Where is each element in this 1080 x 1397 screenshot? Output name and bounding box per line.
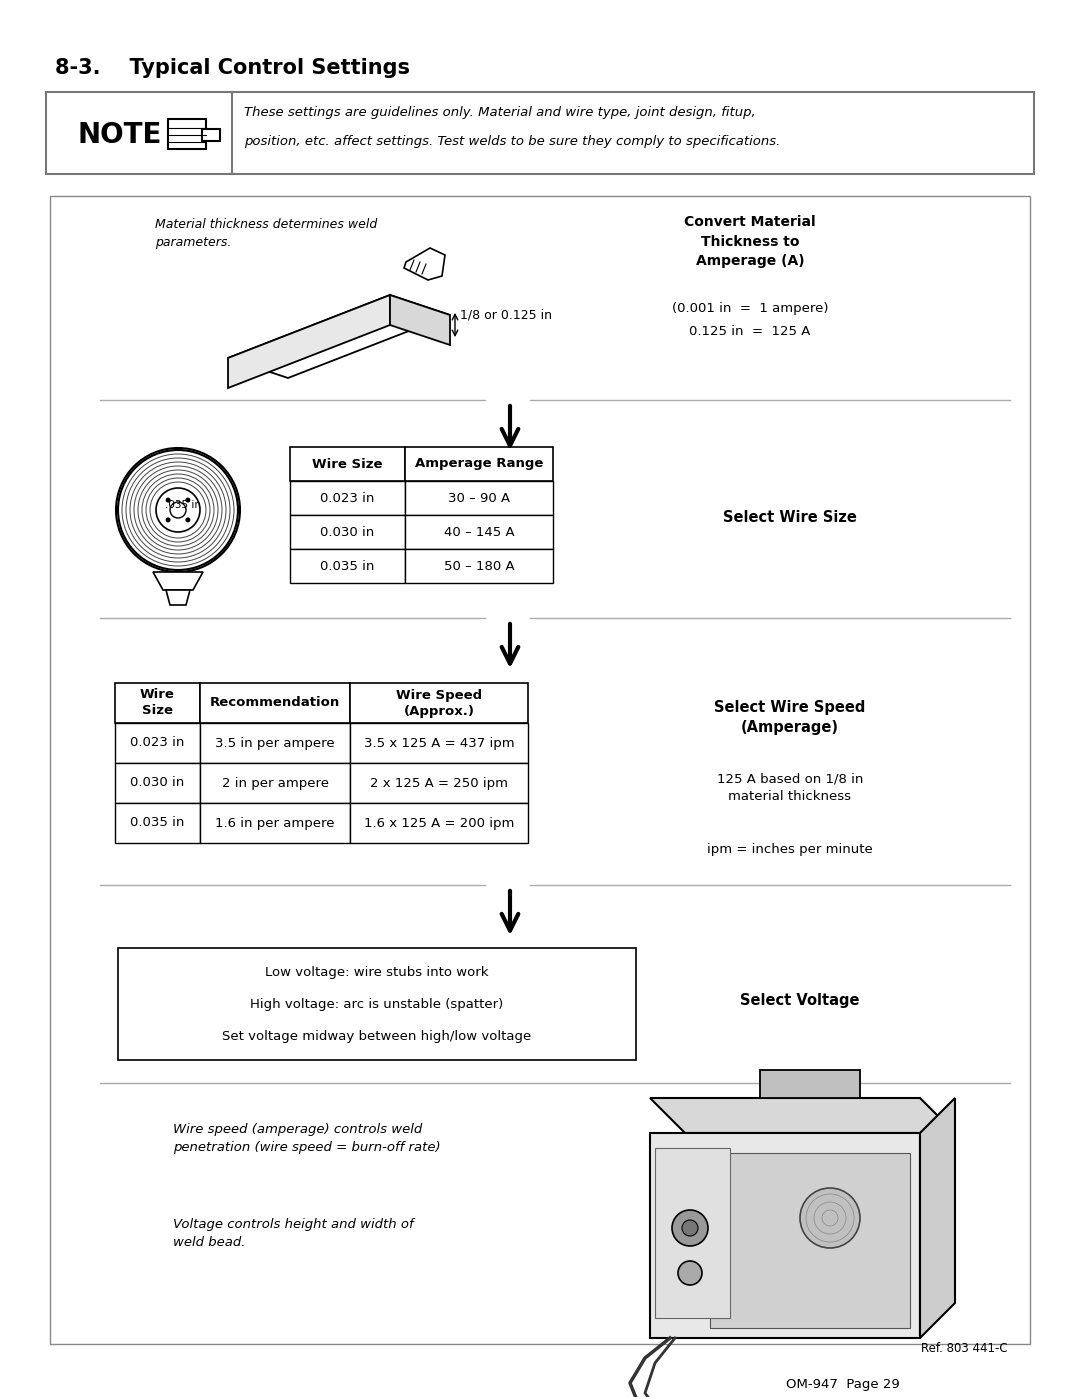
- Text: 50 – 180 A: 50 – 180 A: [444, 560, 514, 573]
- Text: Select Wire Size: Select Wire Size: [724, 510, 856, 525]
- Polygon shape: [228, 295, 390, 388]
- Text: NOTE: NOTE: [77, 122, 161, 149]
- Bar: [350, 683, 528, 724]
- Text: 1.6 in per ampere: 1.6 in per ampere: [215, 816, 335, 830]
- Text: 30 – 90 A: 30 – 90 A: [448, 492, 510, 504]
- Circle shape: [156, 488, 200, 532]
- Circle shape: [672, 1210, 708, 1246]
- Text: 3.5 x 125 A = 437 ipm: 3.5 x 125 A = 437 ipm: [364, 736, 514, 750]
- Text: 1/8 or 0.125 in: 1/8 or 0.125 in: [460, 307, 552, 321]
- Text: 0.030 in: 0.030 in: [321, 525, 375, 538]
- Circle shape: [186, 497, 190, 503]
- Bar: [291, 481, 405, 515]
- Text: ipm = inches per minute: ipm = inches per minute: [707, 842, 873, 856]
- Polygon shape: [920, 1098, 955, 1338]
- Text: 2 in per ampere: 2 in per ampere: [221, 777, 328, 789]
- Text: Select Wire Speed
(Amperage): Select Wire Speed (Amperage): [714, 700, 866, 735]
- Text: 125 A based on 1/8 in
material thickness: 125 A based on 1/8 in material thickness: [717, 773, 863, 803]
- Bar: [114, 724, 200, 763]
- Text: Low voltage: wire stubs into work: Low voltage: wire stubs into work: [266, 965, 489, 979]
- Bar: [350, 803, 528, 842]
- Bar: [200, 724, 350, 763]
- Bar: [202, 129, 220, 141]
- Polygon shape: [760, 1070, 860, 1098]
- Circle shape: [118, 450, 238, 570]
- Text: Recommendation: Recommendation: [210, 697, 340, 710]
- Text: (0.001 in  =  1 ampere): (0.001 in = 1 ampere): [672, 302, 828, 314]
- Bar: [118, 949, 636, 1060]
- Bar: [200, 763, 350, 803]
- Text: 0.035 in: 0.035 in: [131, 816, 185, 830]
- Text: 8-3.    Typical Control Settings: 8-3. Typical Control Settings: [55, 59, 410, 78]
- Circle shape: [170, 502, 186, 518]
- Bar: [405, 515, 553, 549]
- Circle shape: [681, 1220, 698, 1236]
- Bar: [200, 683, 350, 724]
- Text: position, etc. affect settings. Test welds to be sure they comply to specificati: position, etc. affect settings. Test wel…: [244, 136, 781, 148]
- Polygon shape: [654, 1148, 730, 1317]
- Text: 2 x 125 A = 250 ipm: 2 x 125 A = 250 ipm: [370, 777, 508, 789]
- Bar: [46, 92, 1034, 175]
- Bar: [405, 481, 553, 515]
- Text: 0.035 in: 0.035 in: [321, 560, 375, 573]
- Text: 1.6 x 125 A = 200 ipm: 1.6 x 125 A = 200 ipm: [364, 816, 514, 830]
- Text: OM-947  Page 29: OM-947 Page 29: [786, 1377, 900, 1391]
- Circle shape: [165, 497, 171, 503]
- Polygon shape: [228, 295, 450, 379]
- Text: Set voltage midway between high/low voltage: Set voltage midway between high/low volt…: [222, 1030, 531, 1044]
- Polygon shape: [404, 249, 445, 279]
- Polygon shape: [650, 1098, 955, 1133]
- Polygon shape: [650, 1133, 920, 1338]
- Text: High voltage: arc is unstable (spatter): High voltage: arc is unstable (spatter): [251, 997, 503, 1011]
- Text: .035 in: .035 in: [165, 500, 201, 510]
- Bar: [291, 447, 405, 481]
- Circle shape: [165, 517, 171, 522]
- Text: These settings are guidelines only. Material and wire type, joint design, fitup,: These settings are guidelines only. Mate…: [244, 106, 756, 119]
- Polygon shape: [153, 571, 203, 590]
- Text: 0.030 in: 0.030 in: [131, 777, 185, 789]
- Text: Wire Speed
(Approx.): Wire Speed (Approx.): [396, 689, 482, 718]
- Bar: [200, 803, 350, 842]
- Text: Wire
Size: Wire Size: [140, 689, 175, 718]
- Text: 0.023 in: 0.023 in: [131, 736, 185, 750]
- Bar: [50, 196, 1030, 1344]
- Text: 0.125 in  =  125 A: 0.125 in = 125 A: [689, 326, 811, 338]
- Text: Wire Size: Wire Size: [312, 457, 382, 471]
- Text: 40 – 145 A: 40 – 145 A: [444, 525, 514, 538]
- Text: Material thickness determines weld
parameters.: Material thickness determines weld param…: [156, 218, 377, 249]
- Circle shape: [186, 517, 190, 522]
- Bar: [405, 549, 553, 583]
- Text: Ref. 803 441-C: Ref. 803 441-C: [921, 1343, 1008, 1355]
- Circle shape: [678, 1261, 702, 1285]
- Text: 3.5 in per ampere: 3.5 in per ampere: [215, 736, 335, 750]
- Text: Convert Material
Thickness to
Amperage (A): Convert Material Thickness to Amperage (…: [685, 215, 815, 268]
- Polygon shape: [710, 1153, 910, 1329]
- Bar: [350, 724, 528, 763]
- Bar: [114, 763, 200, 803]
- Text: Select Voltage: Select Voltage: [740, 993, 860, 1009]
- Bar: [114, 683, 200, 724]
- Bar: [114, 803, 200, 842]
- Text: 0.023 in: 0.023 in: [321, 492, 375, 504]
- Bar: [168, 119, 206, 149]
- Polygon shape: [166, 590, 190, 605]
- Bar: [291, 549, 405, 583]
- Bar: [350, 763, 528, 803]
- Text: Wire speed (amperage) controls weld
penetration (wire speed = burn-off rate): Wire speed (amperage) controls weld pene…: [173, 1123, 441, 1154]
- Bar: [291, 515, 405, 549]
- Bar: [405, 447, 553, 481]
- Polygon shape: [390, 295, 450, 345]
- Text: Voltage controls height and width of
weld bead.: Voltage controls height and width of wel…: [173, 1218, 414, 1249]
- Text: Amperage Range: Amperage Range: [415, 457, 543, 471]
- Circle shape: [800, 1187, 860, 1248]
